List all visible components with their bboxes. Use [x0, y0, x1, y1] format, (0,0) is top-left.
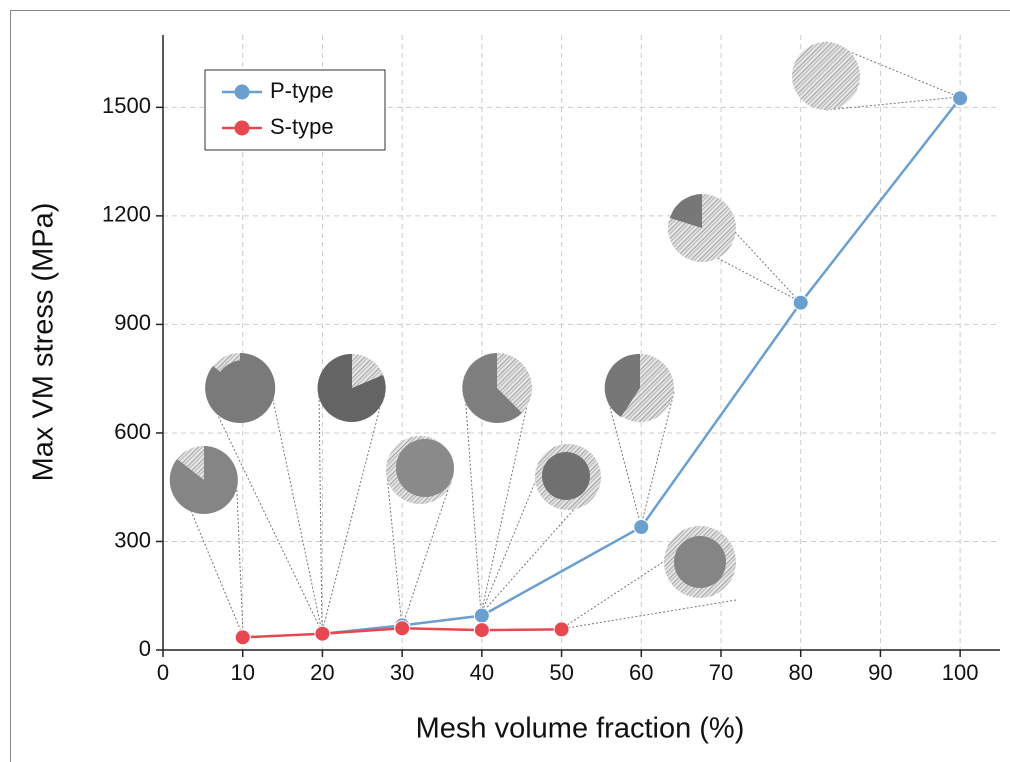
cross-sections	[169, 42, 860, 598]
grid	[163, 35, 1000, 650]
x-tick-label: 90	[868, 660, 892, 685]
series-line	[322, 97, 962, 635]
legend-marker	[234, 84, 250, 100]
x-tick-label: 20	[310, 660, 334, 685]
marker	[234, 629, 251, 646]
x-tick-label: 100	[942, 660, 979, 685]
legend-label: S-type	[270, 114, 334, 139]
marker	[314, 625, 331, 642]
y-tick-label: 1500	[102, 93, 151, 118]
plot: 0 10 20 30 40 50 60 70 80 90 100 0 300 600 900 1200 1500	[102, 35, 1000, 685]
marker	[473, 622, 490, 639]
x-axis-label: Mesh volume fraction (%)	[416, 713, 745, 745]
legend-label: P-type	[270, 78, 334, 103]
y-tick-label: 300	[114, 527, 151, 552]
marker	[952, 90, 969, 107]
x-tick-label: 30	[390, 660, 414, 685]
y-tick-label: 0	[139, 636, 151, 661]
x-tick-label: 10	[230, 660, 254, 685]
x-tick-label: 50	[549, 660, 573, 685]
x-tick-label: 80	[788, 660, 812, 685]
frame	[10, 10, 1010, 762]
y-axis-label: Max VM stress (MPa)	[28, 203, 60, 482]
x-tick-label: 0	[157, 660, 169, 685]
y-tick-label: 900	[114, 310, 151, 335]
legend: P-type S-type	[204, 69, 386, 151]
marker	[792, 294, 809, 311]
insets	[169, 41, 960, 637]
marker	[633, 519, 650, 535]
x-tick-label: 70	[709, 660, 733, 685]
marker	[553, 621, 570, 638]
marker	[394, 620, 411, 637]
legend-marker	[234, 120, 250, 136]
y-tick-label: 600	[114, 419, 151, 444]
x-tick-label: 60	[629, 660, 653, 685]
x-tick-label: 40	[470, 660, 494, 685]
marker	[473, 607, 490, 624]
y-tick-label: 1200	[102, 202, 151, 227]
